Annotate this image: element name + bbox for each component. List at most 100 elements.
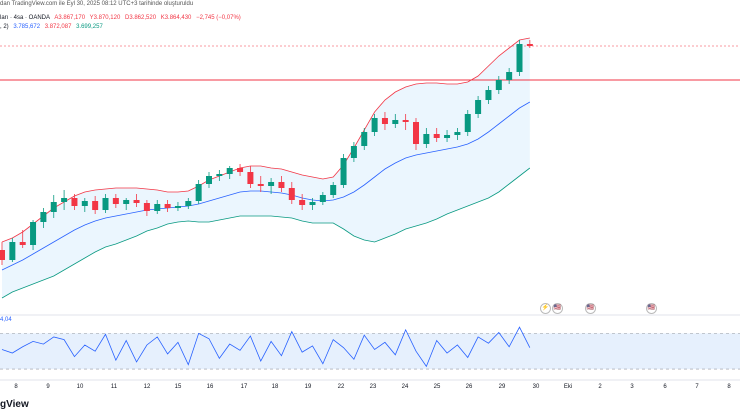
symbol-text: ları · 4sa · OANDA xyxy=(0,15,51,21)
candle-body xyxy=(433,134,440,138)
close-value: K3.864,430 xyxy=(160,15,192,21)
candle-body xyxy=(464,114,471,132)
time-axis-tick-label: 8 xyxy=(727,384,731,390)
candle-body xyxy=(402,120,409,122)
time-axis-tick-label: 25 xyxy=(434,384,441,390)
time-axis-tick-label: 11 xyxy=(111,384,118,390)
time-axis-tick-label: 6 xyxy=(663,384,667,390)
candle-body xyxy=(133,200,140,203)
candle-body xyxy=(174,206,181,208)
source-text: dan TradingView.com ile Eyl 30, 2025 08:… xyxy=(0,1,194,7)
high-value: Y3.870,120 xyxy=(89,15,121,21)
time-axis-tick-label: 2 xyxy=(598,384,602,390)
bollinger-band-fill xyxy=(2,38,530,298)
time-axis-tick-label: 22 xyxy=(338,384,345,390)
candle-body xyxy=(206,176,212,184)
time-axis-tick-label: Eki xyxy=(564,384,572,390)
time-axis-tick-label: 26 xyxy=(466,384,473,390)
time-axis-tick-label: 15 xyxy=(175,384,182,390)
candle-body xyxy=(50,202,57,212)
tradingview-logo: gView xyxy=(0,399,29,410)
time-axis-tick-label: 30 xyxy=(533,384,540,390)
candle-body xyxy=(288,188,295,200)
candle-body xyxy=(61,198,68,202)
candle-body xyxy=(381,118,388,124)
change-value: −2,745 (−0,07%) xyxy=(196,15,241,21)
bollinger-line: , 2) 3.785,672 3.872,087 3.699,257 xyxy=(0,24,106,31)
bollinger-basis-line xyxy=(1,101,531,271)
bollinger-lower-line xyxy=(1,167,531,299)
candle-body xyxy=(392,120,399,124)
candle-body xyxy=(340,158,347,185)
event-icon-us-flag[interactable]: 🇺🇸 xyxy=(585,303,596,314)
ohlc-line: ları · 4sa · OANDA A3.867,170 Y3.870,120… xyxy=(0,15,244,22)
candle-body xyxy=(19,242,26,245)
candle-body xyxy=(257,184,264,186)
candle-body xyxy=(226,168,233,174)
chart-source-line: dan TradingView.com ile Eyl 30, 2025 08:… xyxy=(0,1,196,8)
time-axis-tick-label: 18 xyxy=(272,384,279,390)
candle-body xyxy=(475,100,482,114)
rsi-line xyxy=(1,326,531,368)
candle-body xyxy=(216,174,223,176)
event-icon-us-flag[interactable]: 🇺🇸 xyxy=(552,303,563,314)
candle-body xyxy=(92,201,99,210)
open-value: A3.867,170 xyxy=(54,15,86,21)
candle-body xyxy=(30,222,37,245)
time-axis-tick-label: 3 xyxy=(630,384,634,390)
candle-body xyxy=(0,250,5,260)
candle-body xyxy=(309,202,316,205)
candle-body xyxy=(506,72,513,80)
candle-body xyxy=(143,203,150,211)
time-axis-tick-label: 9 xyxy=(46,384,50,390)
low-value: D3.862,520 xyxy=(125,15,157,21)
candle-body xyxy=(185,201,192,206)
candle-body xyxy=(330,185,337,195)
candle-body xyxy=(102,198,109,210)
event-icon-us-flag[interactable]: 🇺🇸 xyxy=(646,303,657,314)
time-axis-tick-label: 7 xyxy=(695,384,699,390)
bb-basis-value: 3.785,672 xyxy=(13,24,41,30)
time-axis-tick-label: 16 xyxy=(207,384,214,390)
candle-body xyxy=(361,132,368,146)
time-axis-tick-label: 29 xyxy=(499,384,506,390)
candle-body xyxy=(9,242,16,260)
candle-body xyxy=(123,200,130,204)
candle-body xyxy=(154,204,161,211)
candle-body xyxy=(81,201,88,206)
candle-body xyxy=(371,118,378,132)
candle-body xyxy=(413,122,419,144)
candle-body xyxy=(423,134,430,144)
time-axis-tick-label: 8 xyxy=(14,384,18,390)
bollinger-upper-line xyxy=(1,37,530,243)
rsi-value-label: 4,04 xyxy=(0,317,12,323)
time-axis-tick-label: 24 xyxy=(402,384,409,390)
candle-body xyxy=(526,44,533,46)
candle-body xyxy=(516,44,523,72)
candle-body xyxy=(268,182,275,186)
candle-body xyxy=(195,184,202,201)
candle-body xyxy=(112,198,119,204)
candle-body xyxy=(350,146,357,158)
candle-body xyxy=(495,80,502,90)
rsi-band-fill xyxy=(0,333,740,370)
candle-body xyxy=(444,135,451,138)
candle-body xyxy=(299,200,306,205)
time-axis-tick-label: 10 xyxy=(77,384,84,390)
candle-body xyxy=(164,204,171,208)
bb-params: , 2) xyxy=(0,24,9,30)
time-axis-tick-label: 19 xyxy=(305,384,312,390)
time-axis-tick-label: 17 xyxy=(241,384,248,390)
candle-body xyxy=(454,132,461,135)
candle-body xyxy=(71,198,78,206)
candle-body xyxy=(319,195,326,202)
event-icon-lightning[interactable]: ⚡ xyxy=(540,303,551,314)
candle-body xyxy=(40,212,47,222)
time-axis-tick-label: 12 xyxy=(144,384,151,390)
candle-body xyxy=(237,168,244,172)
candle-body xyxy=(485,90,492,100)
bb-upper-value: 3.872,087 xyxy=(44,24,72,30)
candle-body xyxy=(278,182,285,188)
time-axis-tick-label: 23 xyxy=(370,384,377,390)
